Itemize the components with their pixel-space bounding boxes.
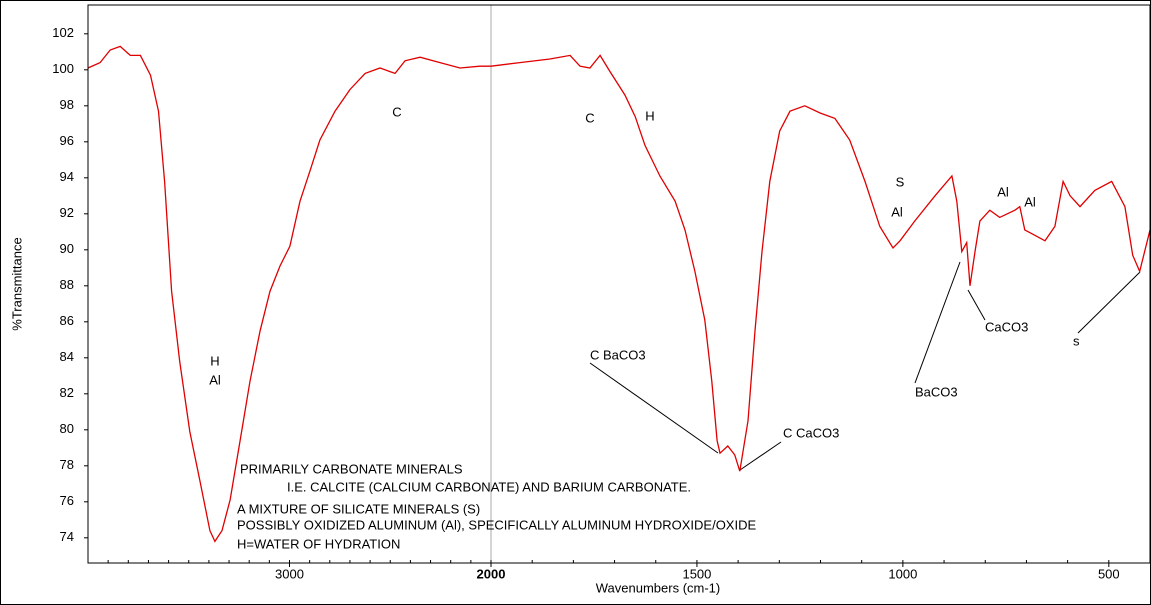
annotation: C BaCO3 xyxy=(590,347,646,362)
plot-border xyxy=(87,4,1151,564)
y-axis-label: %Transmittance xyxy=(9,237,24,330)
y-tick-label: 84 xyxy=(60,349,74,364)
annotation: S xyxy=(896,174,905,189)
annotation: Al xyxy=(1024,194,1036,209)
x-tick-label: 1000 xyxy=(888,566,917,581)
annotation: H=WATER OF HYDRATION xyxy=(237,536,400,551)
annotation: Al xyxy=(209,372,221,387)
x-tick-label: 2000 xyxy=(477,566,506,581)
annotation: CaCO3 xyxy=(985,319,1028,334)
y-tick-label: 92 xyxy=(60,205,74,220)
y-tick-label: 82 xyxy=(60,385,74,400)
y-tick-label: 88 xyxy=(60,277,74,292)
y-tick-label: 86 xyxy=(60,313,74,328)
y-tick-label: 78 xyxy=(60,457,74,472)
y-tick-label: 102 xyxy=(52,25,74,40)
leader-lines xyxy=(589,261,1141,471)
annotation: A MIXTURE OF SILICATE MINERALS (S) xyxy=(237,501,480,516)
y-tick-label: 98 xyxy=(60,97,74,112)
annotation: PRIMARILY CARBONATE MINERALS xyxy=(240,461,463,476)
x-axis-label: Wavenumbers (cm-1) xyxy=(596,580,720,595)
annotation: H xyxy=(210,353,219,368)
annotation: C xyxy=(392,104,401,119)
spectrum-line xyxy=(87,45,1151,543)
annotation: I.E. CALCITE (CALCIUM CARBONATE) AND BAR… xyxy=(287,479,691,494)
y-tick-label: 76 xyxy=(60,493,74,508)
annotation: Al xyxy=(997,184,1009,199)
annotation: C xyxy=(585,110,594,125)
y-tick-label: 74 xyxy=(60,529,74,544)
annotation: s xyxy=(1073,333,1080,348)
y-tick-label: 80 xyxy=(60,421,74,436)
y-tick-label: 100 xyxy=(52,61,74,76)
x-tick-label: 500 xyxy=(1098,566,1120,581)
y-tick-label: 96 xyxy=(60,133,74,148)
x-tick-label: 3000 xyxy=(275,566,304,581)
annotation: POSSIBLY OXIDIZED ALUMINUM (Al), SPECIFI… xyxy=(237,517,756,532)
annotation: BaCO3 xyxy=(915,384,958,399)
x-tick-label: 1500 xyxy=(682,566,711,581)
annotation: C CaCO3 xyxy=(783,425,839,440)
y-tick-label: 94 xyxy=(60,169,74,184)
annotation: Al xyxy=(891,204,903,219)
annotation: H xyxy=(645,108,654,123)
y-tick-label: 90 xyxy=(60,241,74,256)
